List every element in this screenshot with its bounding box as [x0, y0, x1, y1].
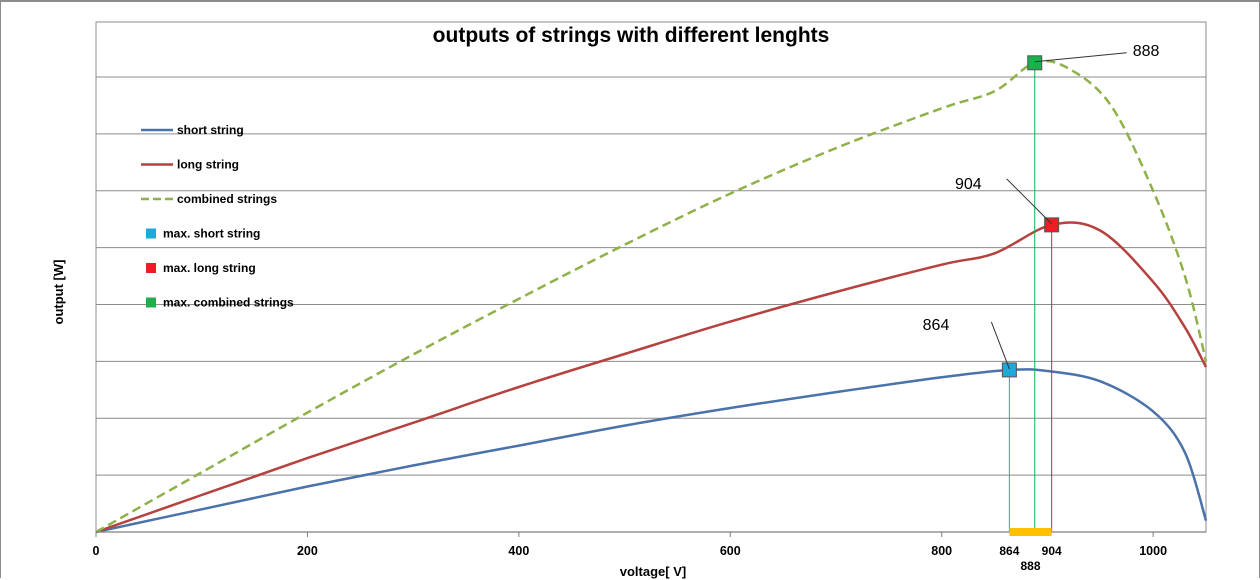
- x-tick-label: 600: [720, 544, 741, 558]
- max-combined-strings-marker: [1027, 55, 1043, 71]
- max-combined-strings-leader: [1034, 52, 1127, 63]
- legend-swatch-max-short-string: [146, 228, 156, 239]
- legend-label: max. combined strings: [163, 296, 294, 310]
- max-short-string-marker: [1001, 362, 1017, 378]
- legend-label: combined strings: [177, 192, 277, 206]
- x-tick-label: 800: [931, 544, 952, 558]
- series-short-string: [95, 368, 1208, 534]
- plot-border: [95, 21, 1207, 533]
- max-guide-lines: [1008, 62, 1053, 532]
- x-tick-label: 400: [508, 544, 529, 558]
- legend-swatch-max-long-string: [146, 263, 156, 273]
- legend-swatch-max-combined-strings: [146, 297, 156, 308]
- range-bar: [1009, 528, 1052, 536]
- x-tick-label: 200: [297, 544, 318, 558]
- legend-label: max. long string: [163, 261, 256, 275]
- series-combined-strings: [95, 59, 1208, 534]
- y-axis-title: output [W]: [51, 260, 66, 325]
- series-long-string: [95, 221, 1208, 534]
- x-axis-title: voltage[ V]: [620, 564, 686, 579]
- max-long-string-callout: 904: [955, 176, 982, 193]
- range-label-from: 864: [999, 544, 1019, 558]
- max-markers: [1001, 55, 1060, 378]
- max-long-string-marker: [1044, 217, 1060, 233]
- max-combined-strings-callout: 888: [1133, 43, 1160, 60]
- legend-label: short string: [177, 123, 244, 137]
- gridlines: [96, 76, 1206, 476]
- callouts: 864 904 888: [923, 43, 1160, 370]
- legend-label: long string: [177, 158, 239, 172]
- legend: short string long string combined strings m…: [141, 123, 294, 310]
- range-label-mid: 888: [1020, 559, 1040, 573]
- max-short-string-callout: 864: [923, 317, 950, 334]
- plot-area: [95, 21, 1207, 533]
- legend-label: max. short string: [163, 227, 260, 241]
- max-long-string-leader: [1006, 178, 1053, 225]
- x-tick-label: 1000: [1139, 544, 1167, 558]
- chart-title: outputs of strings with different lenght…: [433, 24, 830, 47]
- series-layer: [95, 59, 1208, 534]
- max-short-string-leader: [990, 321, 1010, 370]
- x-tick-label: 0: [93, 544, 100, 558]
- range-label-to: 904: [1042, 544, 1062, 558]
